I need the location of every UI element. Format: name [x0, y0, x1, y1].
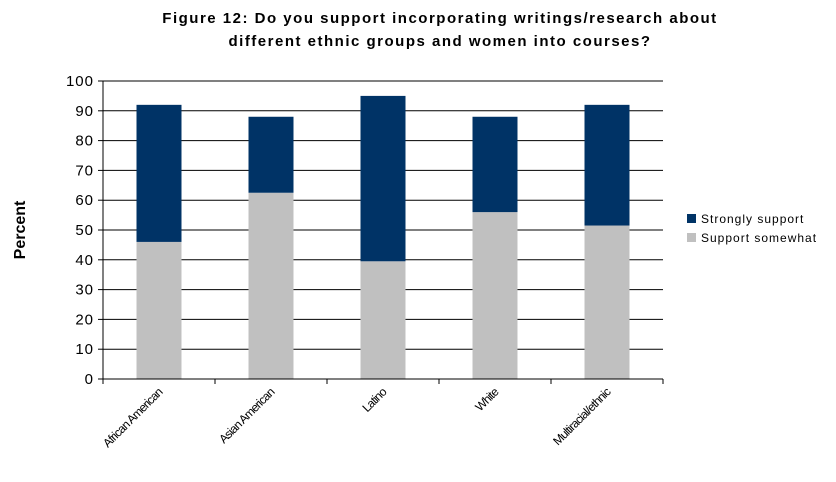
y-tick-label: 10: [75, 341, 94, 358]
y-tick-label: 40: [75, 252, 94, 269]
bar-strongly-support: [361, 96, 406, 261]
bars: [137, 96, 630, 379]
bar-support-somewhat: [249, 193, 294, 379]
bar-support-somewhat: [585, 226, 630, 379]
legend: Strongly support Support somewhat: [683, 207, 833, 245]
chart-title: Figure 12: Do you support incorporating …: [162, 10, 717, 50]
y-tick-label: 90: [75, 103, 94, 120]
bar-strongly-support: [473, 117, 518, 212]
bar-strongly-support: [249, 117, 294, 193]
x-tick-label: African American: [100, 385, 165, 450]
legend-label: Support somewhat: [701, 231, 817, 245]
y-tick-label: 50: [75, 222, 94, 239]
x-tick-label: Asian American: [216, 385, 277, 446]
y-tick-label: 60: [75, 192, 94, 209]
y-axis-label: Percent: [12, 200, 29, 259]
legend-swatch: [687, 214, 696, 223]
bar-strongly-support: [137, 105, 182, 242]
bar-support-somewhat: [473, 212, 518, 379]
y-tick-label: 30: [75, 282, 94, 299]
y-tick-label: 80: [75, 133, 94, 150]
y-tick-labels: 0 10 20 30 40 50 60 70 80 90 100: [66, 73, 94, 388]
x-tick-label: Latino: [359, 384, 389, 414]
legend-label: Strongly support: [701, 212, 804, 226]
legend-swatch: [687, 233, 696, 242]
x-tick-labels: African American Asian American Latino Whit…: [100, 384, 614, 450]
x-tick-label: Multiracial/ethnic: [550, 385, 613, 448]
y-tick-label: 20: [75, 311, 94, 328]
bar-support-somewhat: [361, 261, 406, 379]
bar-support-somewhat: [137, 242, 182, 379]
y-tick-label: 100: [66, 73, 94, 90]
y-tick-label: 70: [75, 162, 94, 179]
chart-title-line-1: Figure 12: Do you support incorporating …: [162, 10, 717, 27]
x-tick-label: White: [472, 384, 502, 414]
y-tick-label: 0: [85, 371, 94, 388]
bar-strongly-support: [585, 105, 630, 226]
chart-title-line-2: different ethnic groups and women into c…: [228, 33, 651, 50]
